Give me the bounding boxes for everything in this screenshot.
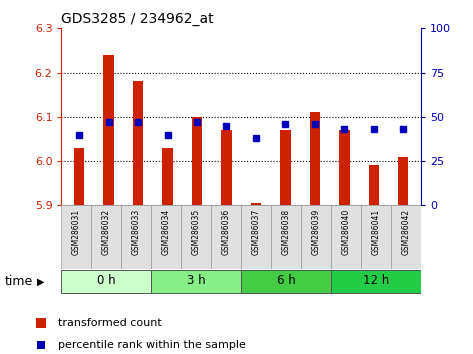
Text: GSM286031: GSM286031 [72, 209, 81, 255]
Bar [151, 205, 181, 269]
Text: ▶: ▶ [37, 276, 45, 286]
Text: 12 h: 12 h [363, 274, 389, 287]
Bar [339, 130, 350, 205]
Text: 0 h: 0 h [97, 274, 116, 287]
Bar [280, 130, 290, 205]
Bar [368, 165, 379, 205]
FancyBboxPatch shape [151, 270, 241, 292]
Text: GSM286040: GSM286040 [342, 209, 350, 255]
Bar [361, 205, 391, 269]
Bar [122, 205, 151, 269]
Bar [271, 205, 301, 269]
Bar [133, 81, 143, 205]
Bar [241, 205, 271, 269]
Text: GSM286033: GSM286033 [132, 209, 141, 255]
FancyBboxPatch shape [61, 270, 151, 292]
Bar [162, 148, 173, 205]
Bar [74, 148, 84, 205]
Text: 6 h: 6 h [277, 274, 296, 287]
Text: GSM286034: GSM286034 [162, 209, 171, 255]
Bar [398, 156, 409, 205]
Text: GSM286038: GSM286038 [281, 209, 291, 255]
Bar [310, 112, 320, 205]
Text: transformed count: transformed count [58, 318, 161, 329]
Bar [91, 205, 122, 269]
Text: percentile rank within the sample: percentile rank within the sample [58, 339, 245, 350]
Bar [181, 205, 211, 269]
Bar [251, 203, 261, 205]
Bar [192, 117, 202, 205]
FancyBboxPatch shape [331, 270, 421, 292]
Text: GSM286036: GSM286036 [222, 209, 231, 255]
Bar [61, 205, 91, 269]
Text: GSM286041: GSM286041 [371, 209, 381, 255]
Bar [331, 205, 361, 269]
Bar [391, 205, 421, 269]
Text: GSM286039: GSM286039 [312, 209, 321, 255]
Text: GSM286037: GSM286037 [252, 209, 261, 255]
Text: GDS3285 / 234962_at: GDS3285 / 234962_at [61, 12, 214, 26]
Text: GSM286032: GSM286032 [102, 209, 111, 255]
Text: GSM286035: GSM286035 [192, 209, 201, 255]
Bar [301, 205, 331, 269]
Text: time: time [5, 275, 33, 288]
Bar [104, 55, 114, 205]
FancyBboxPatch shape [241, 270, 331, 292]
Text: 3 h: 3 h [187, 274, 206, 287]
Text: GSM286042: GSM286042 [402, 209, 411, 255]
Bar [211, 205, 241, 269]
Bar [221, 130, 232, 205]
